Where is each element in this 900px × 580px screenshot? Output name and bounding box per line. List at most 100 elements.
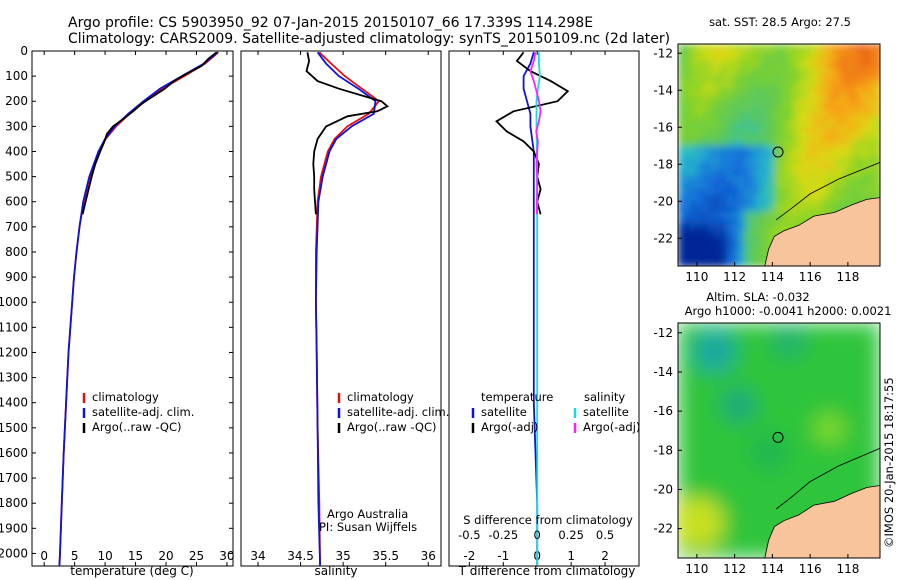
sst-cell (756, 218, 763, 225)
sst-cell (870, 134, 877, 141)
sst-cell (696, 62, 703, 69)
sst-cell (852, 140, 859, 147)
sst-cell (702, 128, 709, 135)
sst-cell (768, 116, 775, 123)
sst-cell (732, 218, 739, 225)
sst-cell (684, 74, 691, 81)
difference-plot-area (448, 50, 640, 567)
sst-cell (864, 152, 871, 159)
sst-cell (708, 152, 715, 159)
sst-cell (696, 116, 703, 123)
sst-cell (744, 104, 751, 111)
sst-cell (708, 248, 715, 255)
sst-cell (690, 188, 697, 195)
sst-cell (858, 68, 865, 75)
sst-cell (678, 122, 685, 129)
sst-cell (738, 86, 745, 93)
sst-cell (756, 50, 763, 57)
sst-cell (786, 110, 793, 117)
sst-cell (828, 158, 835, 165)
sst-cell (762, 164, 769, 171)
sst-cell (846, 110, 853, 117)
sst-cell (858, 176, 865, 183)
sst-cell (720, 56, 727, 63)
sst-cell (726, 194, 733, 201)
sst-cell (726, 218, 733, 225)
sst-cell (792, 206, 799, 213)
sst-cell (708, 140, 715, 147)
sst-cell (822, 62, 829, 69)
sst-cell (828, 98, 835, 105)
sst-cell (684, 206, 691, 213)
sst-cell (774, 128, 781, 135)
sst-cell (852, 128, 859, 135)
sst-cell (750, 182, 757, 189)
sst-cell (816, 182, 823, 189)
sst-cell (738, 116, 745, 123)
lon-tick-label: 112 (723, 562, 746, 576)
sst-cell (768, 200, 775, 207)
sst-cell (786, 176, 793, 183)
sst-cell (858, 44, 865, 51)
sst-cell (846, 86, 853, 93)
sst-cell (870, 110, 877, 117)
sst-cell (798, 140, 805, 147)
sst-cell (726, 74, 733, 81)
sst-cell (720, 104, 727, 111)
sst-cell (786, 134, 793, 141)
sst-cell (684, 200, 691, 207)
sst-cell (738, 56, 745, 63)
sst-cell (858, 122, 865, 129)
sst-cell (744, 86, 751, 93)
sst-cell (792, 212, 799, 219)
sst-cell (708, 56, 715, 63)
sst-map-frame (677, 43, 881, 267)
salinity-plot-area (240, 50, 442, 567)
sst-cell (828, 194, 835, 201)
sst-cell (816, 104, 823, 111)
sst-cell (756, 200, 763, 207)
sst-cell (816, 50, 823, 57)
sst-cell (864, 176, 871, 183)
sst-cell (840, 152, 847, 159)
sst-cell (720, 146, 727, 153)
sst-cell (738, 224, 745, 231)
sst-cell (762, 152, 769, 159)
sst-cell (744, 206, 751, 213)
sst-cell (834, 194, 841, 201)
depth-tick-label: 1700 (0, 471, 28, 485)
sst-cell (810, 182, 817, 189)
sst-cell (720, 92, 727, 99)
sst-cell (732, 140, 739, 147)
sst-cell (792, 164, 799, 171)
sst-cell (702, 44, 709, 51)
sst-cell (690, 86, 697, 93)
sst-cell (744, 164, 751, 171)
sst-cell (756, 44, 763, 51)
sst-cell (678, 194, 685, 201)
sst-cell (702, 188, 709, 195)
sst-cell (732, 50, 739, 57)
sst-cell (846, 98, 853, 105)
sst-cell (768, 104, 775, 111)
sst-cell (834, 146, 841, 153)
sst-cell (816, 158, 823, 165)
sst-cell (816, 80, 823, 87)
sst-cell (834, 170, 841, 177)
sst-cell (678, 248, 685, 255)
sst-cell (750, 80, 757, 87)
sst-cell (774, 224, 781, 231)
sst-cell (786, 44, 793, 51)
sst-cell (858, 116, 865, 123)
sst-cell (840, 116, 847, 123)
sst-cell (720, 242, 727, 249)
sst-cell (870, 62, 877, 69)
sst-cell (816, 170, 823, 177)
sst-cell (750, 254, 757, 261)
sst-cell (828, 50, 835, 57)
sst-cell (834, 164, 841, 171)
sst-cell (702, 146, 709, 153)
sst-cell (876, 68, 880, 75)
sst-cell (750, 152, 757, 159)
